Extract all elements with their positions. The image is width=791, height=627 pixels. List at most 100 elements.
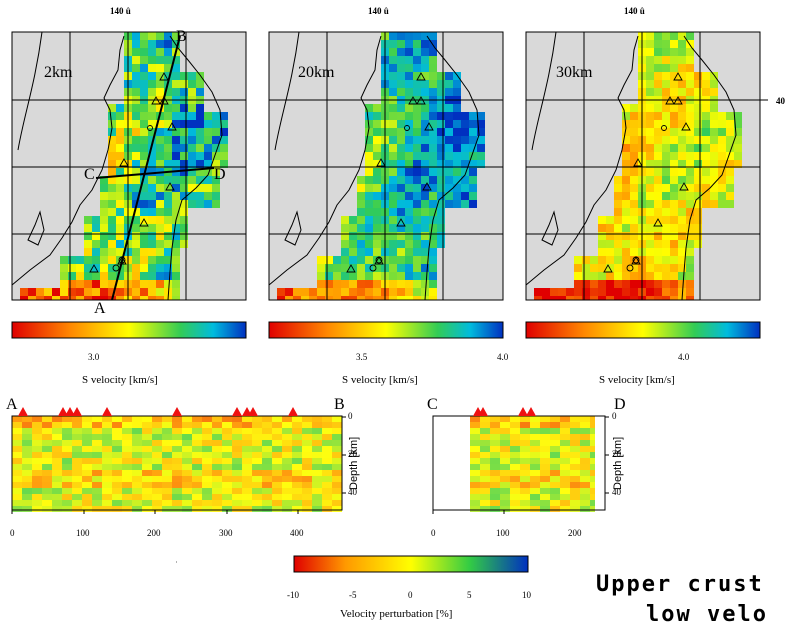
map-cell <box>148 64 156 72</box>
section-cell <box>272 458 282 464</box>
map-cell <box>662 152 670 160</box>
section-cell <box>152 446 162 452</box>
map-cell <box>204 192 212 200</box>
section-cell <box>152 482 162 488</box>
map-cell <box>622 288 630 296</box>
map-cell <box>373 192 381 200</box>
map-cell <box>164 288 172 296</box>
map-cell <box>148 232 156 240</box>
map-cell <box>405 168 413 176</box>
map-cell <box>670 168 678 176</box>
map-cell <box>670 64 678 72</box>
section-cell <box>222 482 232 488</box>
section-cell <box>82 506 92 512</box>
section-cell <box>232 428 242 434</box>
map-cell <box>156 80 164 88</box>
map-cell <box>646 200 654 208</box>
section-cell <box>272 434 282 440</box>
map-cell <box>389 104 397 112</box>
map-cell <box>84 296 92 300</box>
map-cell <box>333 272 341 280</box>
section-cell <box>302 482 312 488</box>
map-cell <box>212 176 220 184</box>
section-cell <box>510 506 520 512</box>
map-cell <box>389 168 397 176</box>
map-cell <box>357 176 365 184</box>
map-cell <box>100 224 108 232</box>
map-cell <box>726 144 734 152</box>
section-cell <box>470 500 480 506</box>
map-cell <box>357 216 365 224</box>
map-cell <box>598 288 606 296</box>
section-cell <box>580 428 590 434</box>
map-cell <box>100 256 108 264</box>
map-cell <box>598 296 606 300</box>
section-cell <box>470 434 480 440</box>
section-cell <box>202 476 212 482</box>
map-cell <box>116 160 124 168</box>
section-cell <box>292 482 302 488</box>
section-cell <box>540 458 550 464</box>
map-cell <box>646 64 654 72</box>
map-cell <box>220 160 228 168</box>
section-cell <box>312 416 322 422</box>
section-cell <box>12 428 22 434</box>
map-cell <box>429 40 437 48</box>
map-cell <box>140 216 148 224</box>
map-cell <box>646 40 654 48</box>
map-cell <box>413 88 421 96</box>
section-cell <box>500 500 510 506</box>
map-cell <box>132 168 140 176</box>
section-cell <box>242 470 252 476</box>
map-cell <box>405 56 413 64</box>
map-cell <box>622 216 630 224</box>
map-cell <box>20 296 28 300</box>
section-cell <box>152 422 162 428</box>
map-cell <box>156 64 164 72</box>
map-cell <box>341 216 349 224</box>
map-cell <box>421 200 429 208</box>
map-cell <box>373 184 381 192</box>
map-cell <box>421 104 429 112</box>
section-cell <box>212 446 222 452</box>
section-cell <box>32 494 42 500</box>
section-cell <box>580 440 590 446</box>
map-cell <box>670 184 678 192</box>
section-cell <box>500 422 510 428</box>
caption-line-2: low velo <box>646 602 768 627</box>
map-cell <box>670 160 678 168</box>
map-cell <box>622 264 630 272</box>
map-cell <box>413 264 421 272</box>
section-cell <box>192 494 202 500</box>
section-cell <box>510 434 520 440</box>
map-cell <box>445 176 453 184</box>
section-cell <box>590 422 595 428</box>
section-cell <box>530 494 540 500</box>
map-cell <box>325 272 333 280</box>
map-cell <box>172 224 180 232</box>
map-cell <box>662 176 670 184</box>
section-cell <box>142 476 152 482</box>
map-cell <box>148 264 156 272</box>
map-cell <box>108 208 116 216</box>
map-cell <box>317 272 325 280</box>
map-cell <box>622 232 630 240</box>
section-cell <box>122 446 132 452</box>
map-cell <box>558 288 566 296</box>
section-cell <box>212 440 222 446</box>
map-cell <box>373 232 381 240</box>
map-cell <box>590 256 598 264</box>
map-cell <box>365 232 373 240</box>
map-cell <box>405 240 413 248</box>
map-cell <box>670 80 678 88</box>
map-cell <box>405 48 413 56</box>
map-cell <box>140 272 148 280</box>
map-cell <box>76 280 84 288</box>
section-cell <box>282 452 292 458</box>
map-cell <box>389 176 397 184</box>
map-cell <box>317 280 325 288</box>
section-cell <box>292 422 302 428</box>
map-cell <box>188 112 196 120</box>
map-cell <box>421 48 429 56</box>
section-cell <box>182 494 192 500</box>
